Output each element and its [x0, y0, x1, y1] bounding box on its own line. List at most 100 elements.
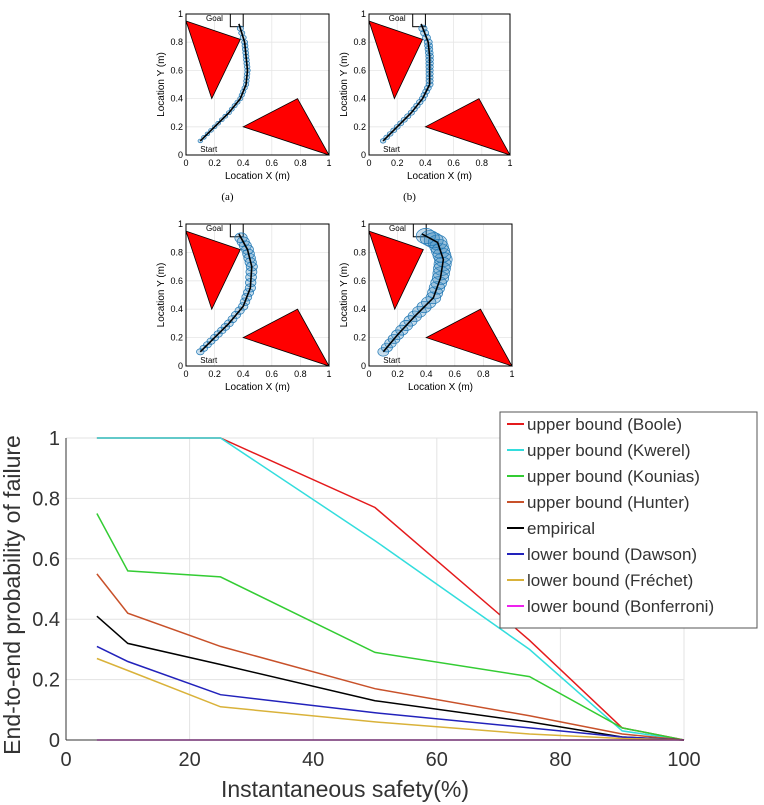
series-line-4	[96, 573, 685, 741]
legend-box	[499, 411, 758, 629]
x-tick-label: 0	[60, 749, 71, 771]
y-tick-label: 0.4	[170, 304, 183, 314]
y-tick-label: 0.8	[32, 488, 60, 510]
legend-entry-3: upper bound (Kounias)	[527, 467, 700, 486]
y-tick-label: 0	[178, 150, 183, 160]
y-tick-label: 0.4	[353, 304, 366, 314]
x-tick-label: 0.4	[420, 369, 433, 379]
y-axis-label: Location Y (m)	[156, 263, 167, 328]
y-tick-label: 0.2	[353, 333, 366, 343]
x-tick-label: 0	[366, 369, 371, 379]
trajectory-panel-1: Start Goal 0 0.2 0.4 0.6 0.8 1 0 0.2 0.4 0.6 0.8 1 Loc…	[156, 9, 332, 203]
obstacle-triangle-1	[368, 230, 424, 311]
x-axis-label: Location X (m)	[408, 382, 473, 393]
x-axis-label: Location X (m)	[225, 382, 290, 393]
y-tick-label: 0.8	[170, 247, 183, 257]
obstacle-triangle-1	[185, 230, 241, 311]
main-line-chart: 0 20 40 60 80 100 0 0.2 0.4 0.6 0.8 1 Instantaneous …	[0, 411, 758, 802]
legend-entry-6: lower bound (Dawson)	[527, 545, 697, 564]
x-tick-label: 1	[326, 158, 331, 168]
x-tick-label: 0.2	[391, 369, 404, 379]
legend-entry-5: empirical	[527, 519, 595, 538]
goal-label: Goal	[389, 14, 406, 23]
x-tick-label: 40	[302, 749, 324, 771]
trajectory-path	[382, 23, 431, 142]
y-tick-label: 1	[178, 219, 183, 229]
x-tick-label: 0.4	[237, 369, 250, 379]
y-axis-label: Location Y (m)	[156, 52, 167, 117]
y-tick-label: 1	[361, 219, 366, 229]
x-tick-label: 0.6	[447, 158, 460, 168]
x-axis-label: Location X (m)	[407, 171, 472, 182]
y-axis-label: Location Y (m)	[339, 263, 350, 328]
x-tick-label: 0	[183, 158, 188, 168]
y-tick-label: 0.2	[353, 122, 366, 132]
x-tick-label: 0.6	[266, 158, 279, 168]
y-tick-label: 0.2	[170, 122, 183, 132]
y-tick-label: 0.4	[353, 94, 366, 104]
x-tick-label: 0.8	[476, 158, 489, 168]
x-tick-label: 0.6	[449, 369, 462, 379]
y-tick-label: 0	[361, 150, 366, 160]
obstacle-triangle-2	[242, 308, 330, 367]
y-tick-label: 0.6	[353, 276, 366, 286]
legend-entry-7: lower bound (Fréchet)	[527, 571, 693, 590]
y-tick-label: 0.6	[353, 65, 366, 75]
panel-caption: (a)	[221, 191, 234, 203]
panel-frame	[368, 223, 513, 367]
trajectory-panel-2: Start Goal 0 0.2 0.4 0.6 0.8 1 0 0.2 0.4 0.6 0.8 1 Loc…	[339, 9, 513, 203]
start-label: Start	[383, 145, 401, 154]
x-tick-label: 0.2	[208, 369, 221, 379]
y-tick-label: 0.8	[170, 37, 183, 47]
y-tick-label: 0	[49, 730, 60, 752]
x-tick-label: 1	[507, 158, 512, 168]
panel-frame	[185, 13, 330, 156]
y-tick-label: 0.6	[32, 549, 60, 571]
y-tick-label: 0.4	[170, 94, 183, 104]
y-axis-label: Location Y (m)	[339, 52, 350, 117]
goal-label: Goal	[206, 224, 223, 233]
y-tick-label: 0	[361, 361, 366, 371]
x-tick-label: 0.8	[294, 158, 307, 168]
trajectory-path	[199, 23, 249, 142]
y-tick-label: 0.8	[353, 247, 366, 257]
y-tick-label: 1	[49, 428, 60, 450]
x-tick-label: 1	[326, 369, 331, 379]
series-line-7	[96, 657, 685, 741]
x-tick-label: 20	[178, 749, 200, 771]
y-tick-label: 0.6	[170, 65, 183, 75]
x-tick-label: 0	[183, 369, 188, 379]
panel-frame	[368, 13, 511, 156]
x-tick-label: 0.4	[237, 158, 250, 168]
start-label: Start	[200, 145, 218, 154]
obstacle-triangle-2	[424, 98, 511, 156]
x-tick-label: 0	[366, 158, 371, 168]
x-axis-label: Instantaneous safety(%)	[221, 776, 469, 802]
trajectory-panel-3: Start Goal 0 0.2 0.4 0.6 0.8 1 0 0.2 0.4 0.6 0.8 1 Loc…	[156, 219, 332, 393]
x-tick-label: 0.4	[419, 158, 432, 168]
y-tick-label: 0.6	[170, 276, 183, 286]
x-tick-label: 60	[426, 749, 448, 771]
obstacle-triangle-1	[185, 20, 241, 100]
obstacle-triangle-1	[368, 20, 424, 100]
panel-caption: (b)	[403, 191, 416, 203]
series-line-3	[96, 513, 685, 741]
x-tick-label: 0.8	[294, 369, 307, 379]
x-tick-label: 0.6	[266, 369, 279, 379]
series-line-6	[96, 645, 685, 741]
goal-label: Goal	[206, 14, 223, 23]
legend-entry-8: lower bound (Bonferroni)	[527, 597, 714, 616]
goal-label: Goal	[389, 224, 406, 233]
panel-frame	[185, 223, 330, 367]
obstacle-triangle-2	[242, 98, 330, 156]
trajectory-path	[382, 233, 445, 353]
x-tick-label: 80	[549, 749, 571, 771]
legend: upper bound (Boole) upper bound (Kwerel) u…	[499, 411, 758, 629]
legend-entry-4: upper bound (Hunter)	[527, 493, 690, 512]
x-tick-label: 100	[667, 749, 700, 771]
y-tick-label: 0.2	[32, 670, 60, 692]
x-tick-label: 0.8	[477, 369, 490, 379]
x-tick-label: 0.2	[391, 158, 404, 168]
x-axis-label: Location X (m)	[225, 171, 290, 182]
